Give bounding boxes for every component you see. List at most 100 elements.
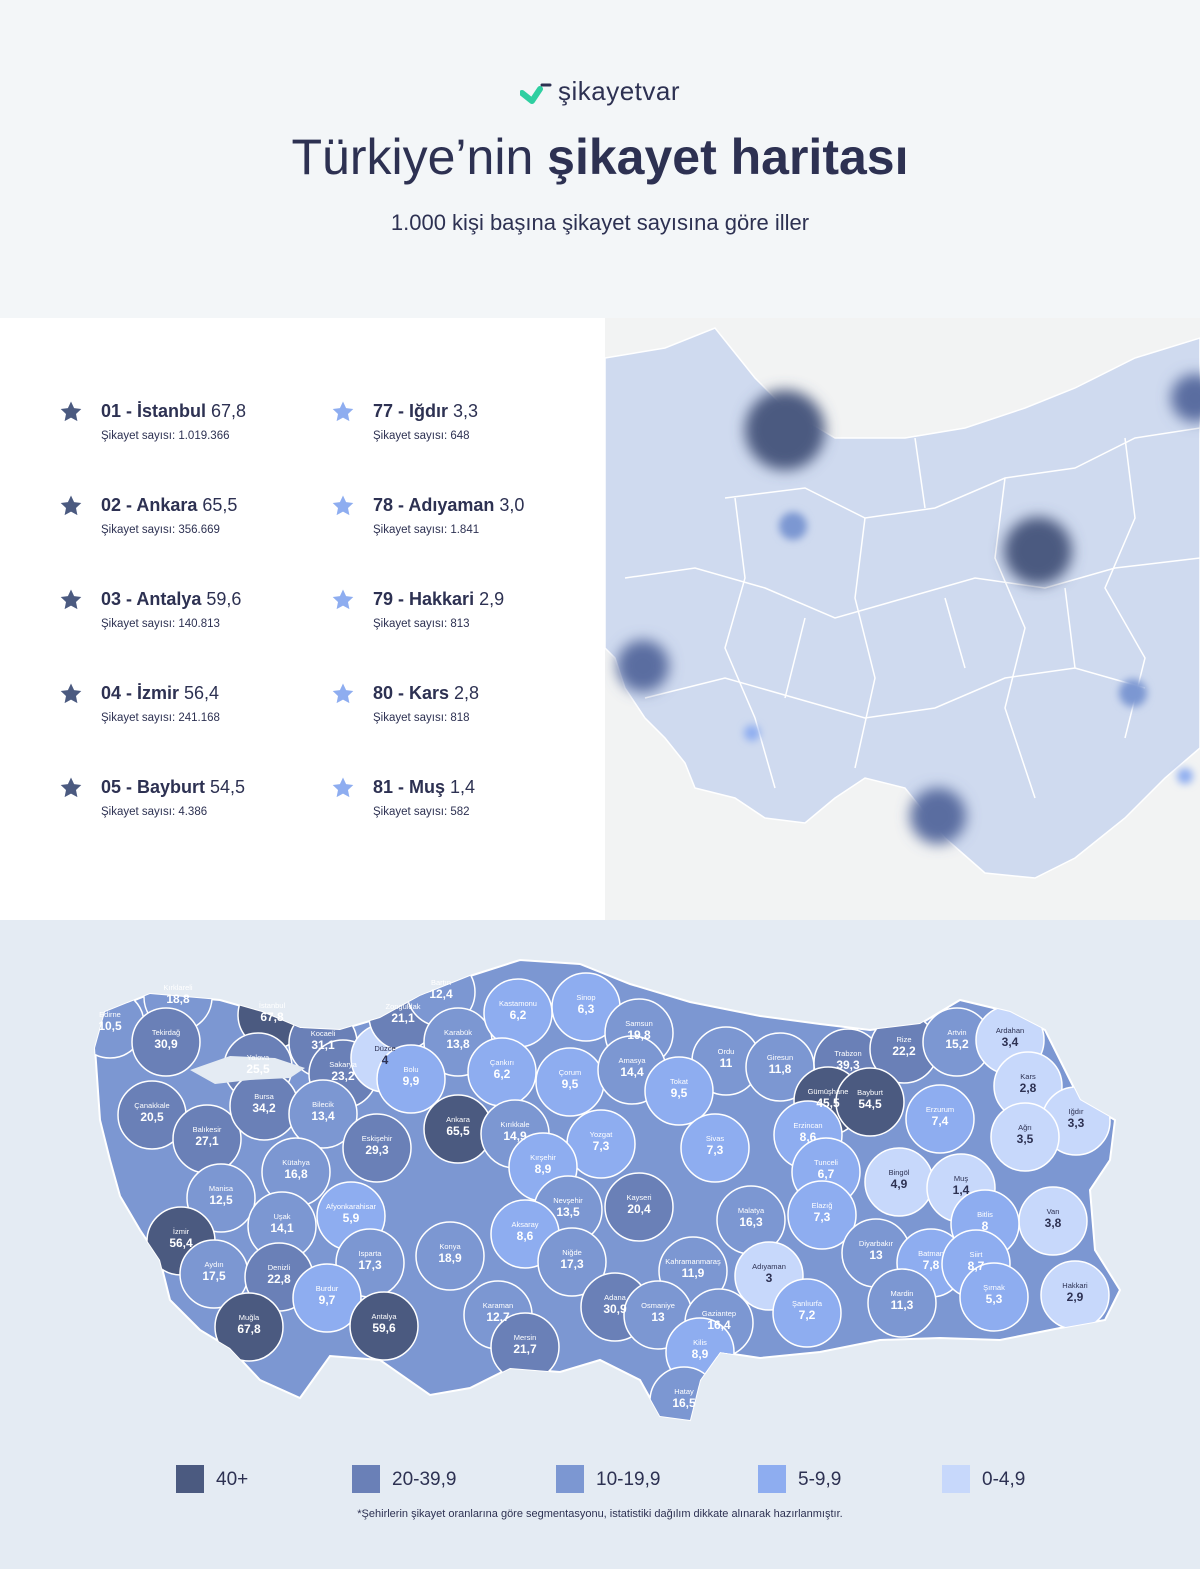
rank-item: 81 - Muş 1,4 Şikayet sayısı: 582 [331, 776, 591, 826]
star-icon [331, 682, 355, 706]
star-icon [331, 776, 355, 800]
footnote: *Şehirlerin şikayet oranlarına göre segm… [357, 1508, 843, 1520]
province-area[interactable] [288, 1079, 358, 1149]
province-value: 16,8 [284, 1167, 308, 1181]
province-value: 7,4 [932, 1114, 949, 1128]
page-title: Türkiye’nin şikayet haritası [0, 128, 1200, 186]
province-name: Manisa [209, 1184, 234, 1193]
province-name: Bolu [403, 1065, 418, 1074]
province-area[interactable] [376, 1044, 446, 1114]
province-value: 13,4 [311, 1109, 335, 1123]
province-value: 11 [720, 1056, 733, 1070]
province-value: 3,3 [1068, 1116, 1085, 1130]
province-name: Adana [604, 1293, 627, 1302]
province-name: Karaman [483, 1301, 513, 1310]
province-area[interactable] [867, 1268, 937, 1338]
province-value: 17,3 [560, 1257, 584, 1271]
province-area[interactable] [604, 1172, 674, 1242]
province-name: Samsun [625, 1019, 653, 1028]
star-icon [59, 776, 83, 800]
rank-title: 80 - Kars 2,8 [373, 683, 479, 704]
province-value: 18,8 [166, 992, 190, 1006]
province-area[interactable] [990, 1102, 1060, 1172]
province-area[interactable] [644, 1056, 714, 1126]
province-value: 6,7 [818, 1167, 835, 1181]
province-value: 5,9 [343, 1211, 360, 1225]
rank-province: 01 - İstanbul [101, 401, 207, 421]
rank-province: 04 - İzmir [101, 683, 180, 703]
province-value: 3,8 [1045, 1216, 1062, 1230]
rank-title: 78 - Adıyaman 3,0 [373, 495, 524, 516]
province-name: Gaziantep [702, 1309, 736, 1318]
province-area[interactable] [349, 1291, 419, 1361]
province-name: Denizli [268, 1263, 291, 1272]
province-name: Çankırı [490, 1058, 514, 1067]
rank-item: 79 - Hakkari 2,9 Şikayet sayısı: 813 [331, 588, 591, 638]
province-name: Tokat [670, 1077, 689, 1086]
logo-text: şikayetvar [557, 76, 681, 106]
province-value: 54,5 [858, 1097, 882, 1111]
province-name: Kırşehir [530, 1153, 556, 1162]
province-name: Niğde [562, 1248, 582, 1257]
province-name: Sinop [576, 993, 595, 1002]
province-value: 16,3 [739, 1215, 763, 1229]
province-name: Kastamonu [499, 999, 537, 1008]
ranking-panel: 01 - İstanbul 67,8 Şikayet sayısı: 1.019.… [0, 318, 605, 920]
province-name: Iğdır [1068, 1107, 1084, 1116]
province-value: 8,6 [517, 1229, 534, 1243]
rank-item: 05 - Bayburt 54,5 Şikayet sayısı: 4.386 [59, 776, 319, 826]
rank-province: 78 - Adıyaman [373, 495, 495, 515]
province-area[interactable] [680, 1113, 750, 1183]
province-value: 20,4 [627, 1202, 651, 1216]
province-value: 22,8 [267, 1272, 291, 1286]
province-area[interactable] [214, 1292, 284, 1362]
province-name: Kahramanmaraş [665, 1257, 721, 1266]
rank-count: Şikayet sayısı: 818 [373, 712, 470, 724]
rank-title: 79 - Hakkari 2,9 [373, 589, 504, 610]
province-area[interactable] [787, 1180, 857, 1250]
province-area[interactable] [292, 1263, 362, 1333]
province-value: 9,7 [319, 1293, 336, 1307]
province-name: Diyarbakır [859, 1239, 894, 1248]
province-name: Bingöl [889, 1168, 910, 1177]
province-value: 10,5 [98, 1019, 122, 1033]
province-name: Trabzon [834, 1049, 861, 1058]
province-value: 6,2 [510, 1008, 527, 1022]
province-area[interactable] [959, 1262, 1029, 1332]
province-name: Bartın [431, 978, 451, 987]
rank-count: Şikayet sayısı: 241.168 [101, 712, 220, 724]
province-area[interactable] [415, 1221, 485, 1291]
heat-spot-kayseri [1119, 679, 1147, 707]
province-value: 7,8 [923, 1258, 940, 1272]
province-value: 11,9 [682, 1266, 705, 1280]
legend-swatch [758, 1465, 786, 1493]
province-value: 3,5 [1017, 1132, 1034, 1146]
province-name: Giresun [767, 1053, 793, 1062]
star-icon [331, 400, 355, 424]
province-area[interactable] [342, 1113, 412, 1183]
province-value: 6,2 [494, 1067, 511, 1081]
province-name: Kırklareli [163, 983, 193, 992]
province-area[interactable] [537, 1227, 607, 1297]
heat-spot-istanbul [745, 390, 825, 470]
rank-count: Şikayet sayısı: 1.019.366 [101, 430, 230, 442]
province-area[interactable] [905, 1084, 975, 1154]
province-value: 5,3 [986, 1292, 1003, 1306]
province-name: Muş [954, 1174, 968, 1183]
province-value: 2,9 [1067, 1290, 1084, 1304]
province-value: 11,8 [769, 1062, 792, 1076]
province-area[interactable] [772, 1278, 842, 1348]
province-value: 30,9 [154, 1037, 178, 1051]
province-area[interactable] [835, 1067, 905, 1137]
province-value: 8 [982, 1219, 989, 1233]
province-area[interactable] [131, 1007, 201, 1077]
logo[interactable]: şikayetvar [0, 76, 1200, 107]
province-name: Konya [439, 1242, 461, 1251]
province-value: 4,9 [891, 1177, 908, 1191]
province-name: Adıyaman [752, 1262, 786, 1271]
rank-title: 02 - Ankara 65,5 [101, 495, 237, 516]
province-value: 12,7 [486, 1310, 510, 1324]
choropleth-section: Kırklareli 18,8 Edirne 10,5 Tekirdağ 30,9 İsta… [0, 920, 1200, 1569]
province-name: Kayseri [626, 1193, 651, 1202]
province-value: 30,9 [603, 1302, 627, 1316]
